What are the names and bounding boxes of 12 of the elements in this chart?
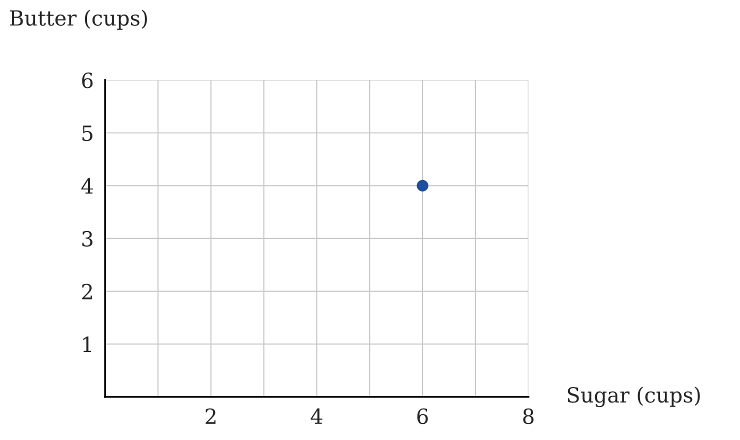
x-tick-label: 2 xyxy=(206,408,216,424)
y-axis-title: Butter (cups) xyxy=(10,10,147,30)
y-tick-label: 2 xyxy=(82,284,92,300)
x-tick-label: 8 xyxy=(523,408,534,424)
y-tick-label: 1 xyxy=(83,336,92,352)
y-tick-label: 4 xyxy=(81,178,93,194)
x-axis-title: Sugar (cups) xyxy=(568,386,700,408)
y-tick-label: 5 xyxy=(82,126,92,142)
x-tick-label: 4 xyxy=(310,408,322,424)
y-tick-label: 6 xyxy=(82,72,93,88)
x-tick-label: 6 xyxy=(417,408,428,424)
y-tick-label: 3 xyxy=(82,230,92,247)
